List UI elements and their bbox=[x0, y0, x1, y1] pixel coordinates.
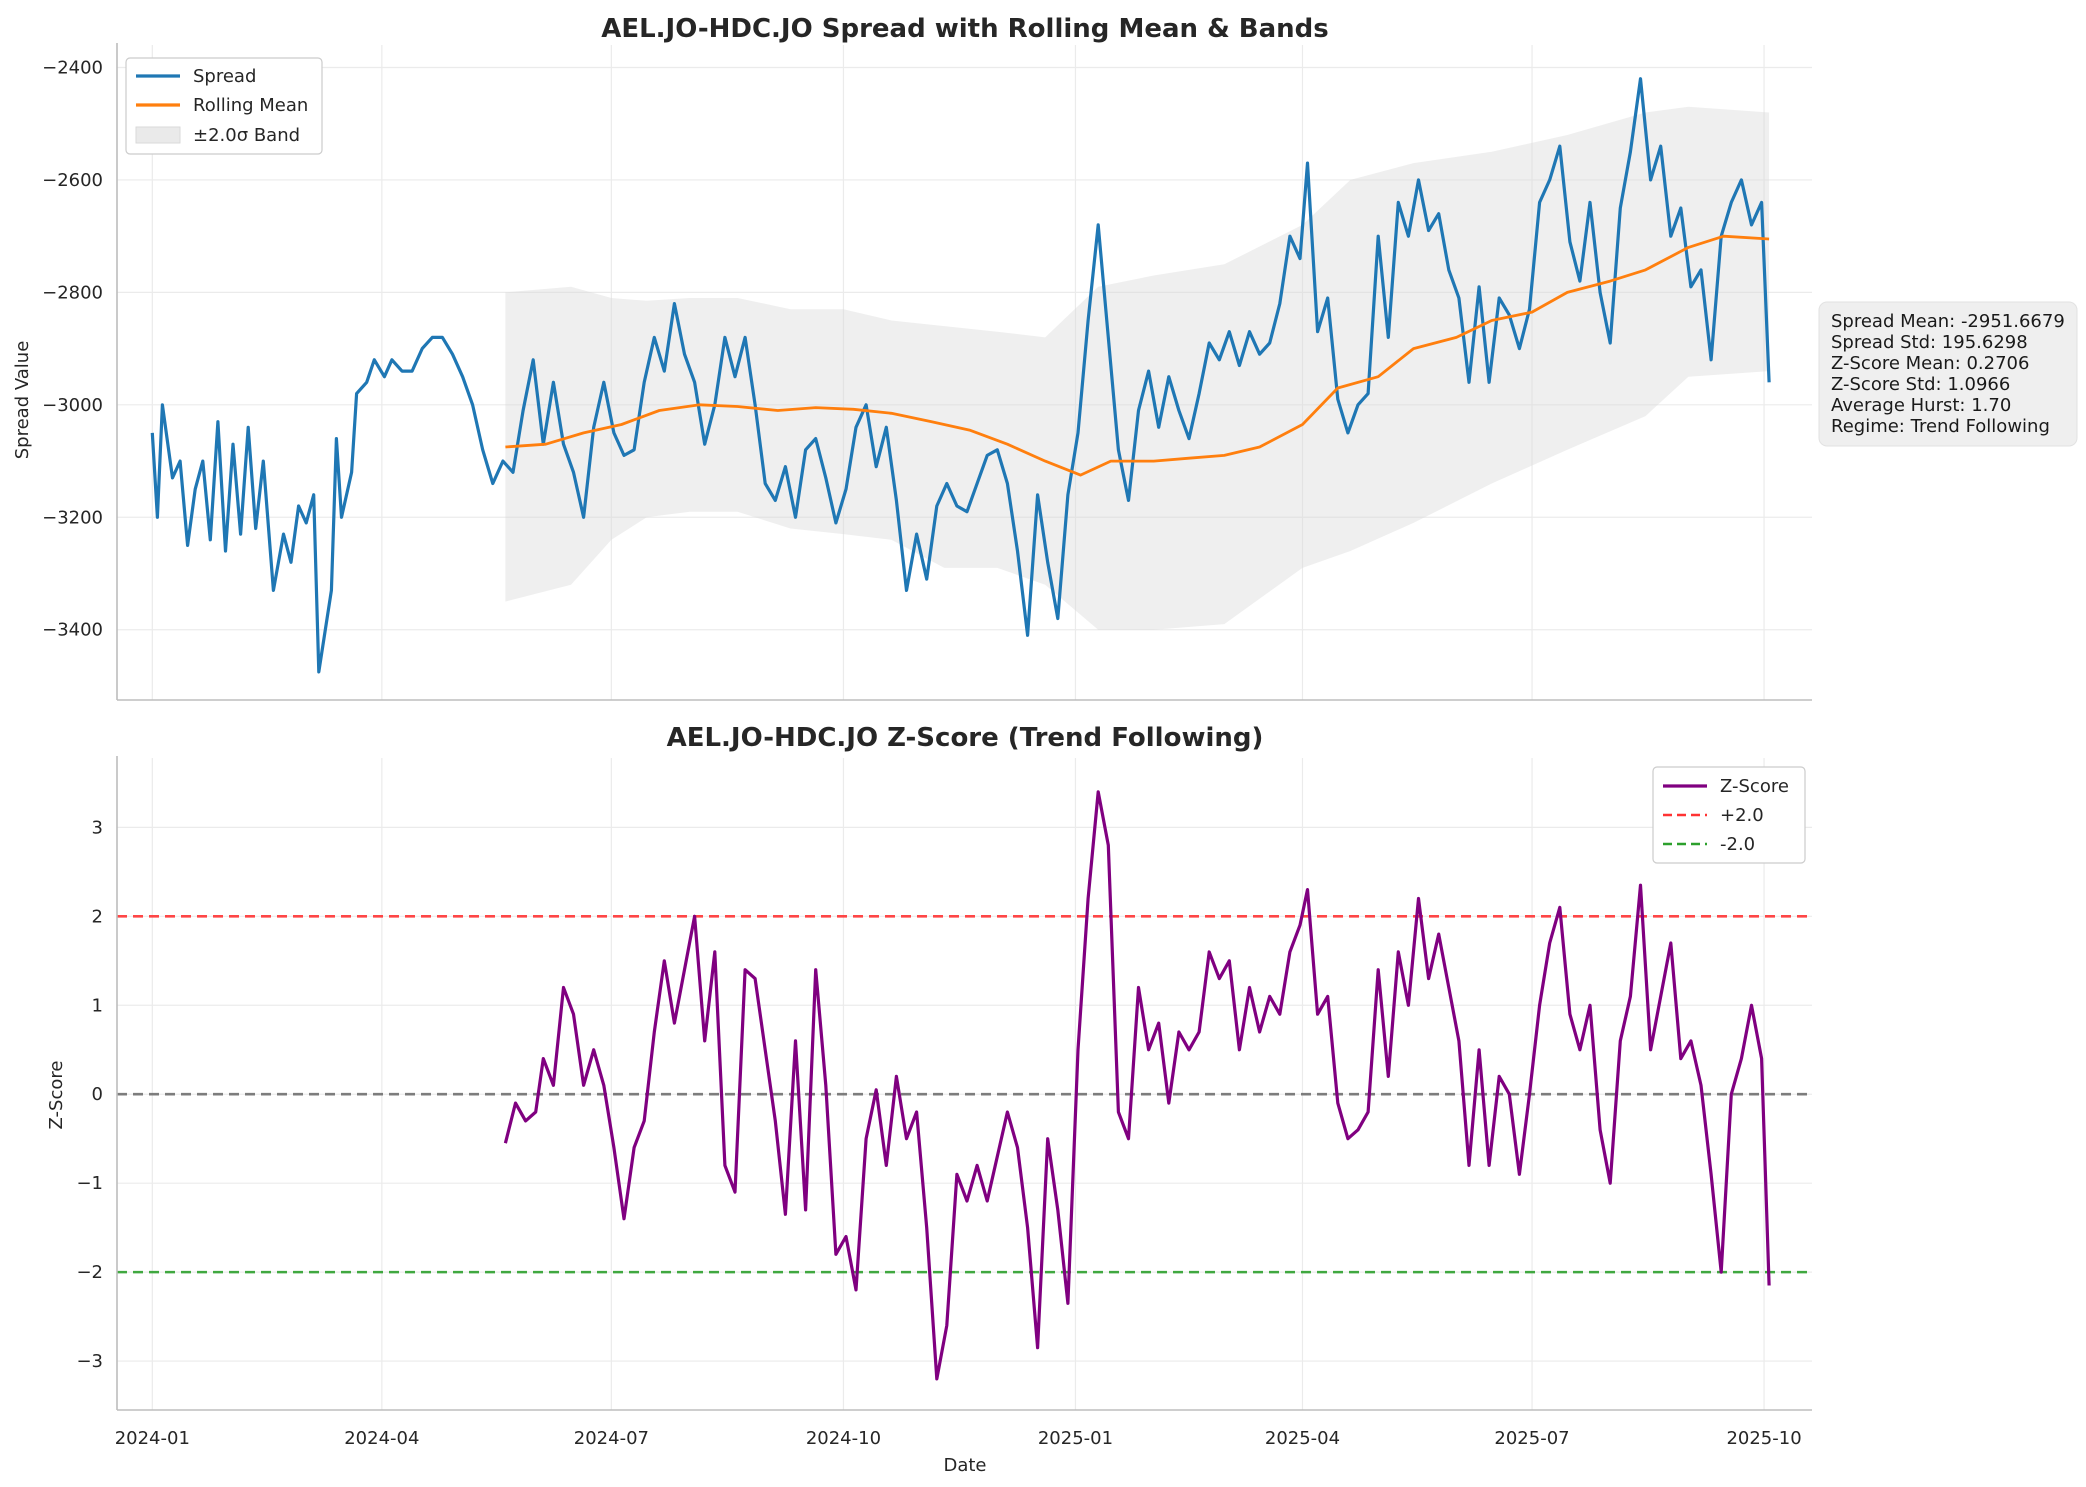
y-tick-label: −3200 bbox=[42, 507, 103, 528]
axes bbox=[116, 43, 1812, 701]
x-axis-label: Date bbox=[943, 1455, 986, 1476]
x-tick-label: 2024-07 bbox=[574, 1428, 649, 1449]
stat-zscore-std: Z-Score Std: 1.0966 bbox=[1831, 374, 2010, 395]
legend-label-zscore: Z-Score bbox=[1720, 776, 1789, 797]
y-tick-label: −3 bbox=[76, 1351, 103, 1372]
rolling-mean-line bbox=[505, 234, 1770, 477]
y-tick-label: −2600 bbox=[42, 170, 103, 191]
y-tick-label: −3000 bbox=[42, 395, 103, 416]
y-tick-label: 0 bbox=[92, 1084, 103, 1105]
legend-label-band: ±2.0σ Band bbox=[193, 125, 300, 146]
y-tick-label: 1 bbox=[92, 995, 103, 1016]
y-tick-label: −1 bbox=[76, 1173, 103, 1194]
x-tick-label: 2024-04 bbox=[344, 1428, 419, 1449]
legend: Z-Score +2.0 -2.0 bbox=[1652, 766, 1806, 864]
x-tick-label: 2024-10 bbox=[806, 1428, 881, 1449]
legend-frame bbox=[1652, 766, 1806, 864]
y-axis-label: Z-Score bbox=[46, 1061, 67, 1130]
y-tick-labels: −3400 −3200 −3000 −2800 −2600 −2400 bbox=[42, 57, 103, 640]
z-score-line bbox=[503, 790, 1771, 1381]
stats-box: Spread Mean: -2951.6679 Spread Std: 195.… bbox=[1818, 301, 2078, 447]
x-tick-label: 2025-01 bbox=[1038, 1428, 1113, 1449]
series-group bbox=[150, 77, 1771, 674]
y-tick-label: −2400 bbox=[42, 57, 103, 78]
x-tick-label: 2025-07 bbox=[1494, 1428, 1569, 1449]
spread-chart: AEL.JO-HDC.JO Spread with Rolling Mean &… bbox=[12, 14, 1812, 701]
stat-spread-mean: Spread Mean: -2951.6679 bbox=[1831, 311, 2065, 332]
stats-box-frame bbox=[1818, 301, 2078, 447]
legend-label-plus-two: +2.0 bbox=[1720, 805, 1764, 826]
legend-label-rolling-mean: Rolling Mean bbox=[193, 95, 308, 116]
y-tick-label: 3 bbox=[92, 817, 103, 838]
stat-regime: Regime: Trend Following bbox=[1831, 416, 2050, 437]
legend: Spread Rolling Mean ±2.0σ Band bbox=[125, 57, 323, 155]
stat-zscore-mean: Z-Score Mean: 0.2706 bbox=[1831, 353, 2029, 374]
legend-label-spread: Spread bbox=[193, 66, 256, 87]
stat-average-hurst: Average Hurst: 1.70 bbox=[1831, 395, 2011, 416]
y-tick-label: −3400 bbox=[42, 620, 103, 641]
y-tick-labels: −3 −2 −1 0 1 2 3 bbox=[76, 817, 103, 1372]
y-axis-label: Spread Value bbox=[12, 341, 33, 460]
chart-title: AEL.JO-HDC.JO Spread with Rolling Mean &… bbox=[601, 14, 1329, 44]
chart-title: AEL.JO-HDC.JO Z-Score (Trend Following) bbox=[667, 723, 1264, 753]
x-tick-label: 2025-10 bbox=[1726, 1428, 1801, 1449]
y-tick-label: −2800 bbox=[42, 282, 103, 303]
y-tick-label: 2 bbox=[92, 906, 103, 927]
sigma-band bbox=[505, 106, 1770, 630]
grid bbox=[117, 758, 1812, 1410]
grid bbox=[117, 45, 1812, 700]
zscore-chart: AEL.JO-HDC.JO Z-Score (Trend Following) … bbox=[46, 723, 1812, 1476]
stat-spread-std: Spread Std: 195.6298 bbox=[1831, 332, 2028, 353]
series-group bbox=[503, 790, 1771, 1381]
x-tick-label: 2024-01 bbox=[115, 1428, 190, 1449]
axes bbox=[116, 756, 1812, 1411]
sigma-band-area bbox=[505, 106, 1770, 630]
x-tick-label: 2025-04 bbox=[1265, 1428, 1340, 1449]
spread-line bbox=[150, 77, 1771, 674]
x-tick-labels: 2024-01 2024-04 2024-07 2024-10 2025-01 2025-… bbox=[115, 1428, 1802, 1449]
y-tick-label: −2 bbox=[76, 1262, 103, 1283]
legend-label-minus-two: -2.0 bbox=[1720, 834, 1755, 855]
legend-swatch-band bbox=[135, 126, 181, 144]
